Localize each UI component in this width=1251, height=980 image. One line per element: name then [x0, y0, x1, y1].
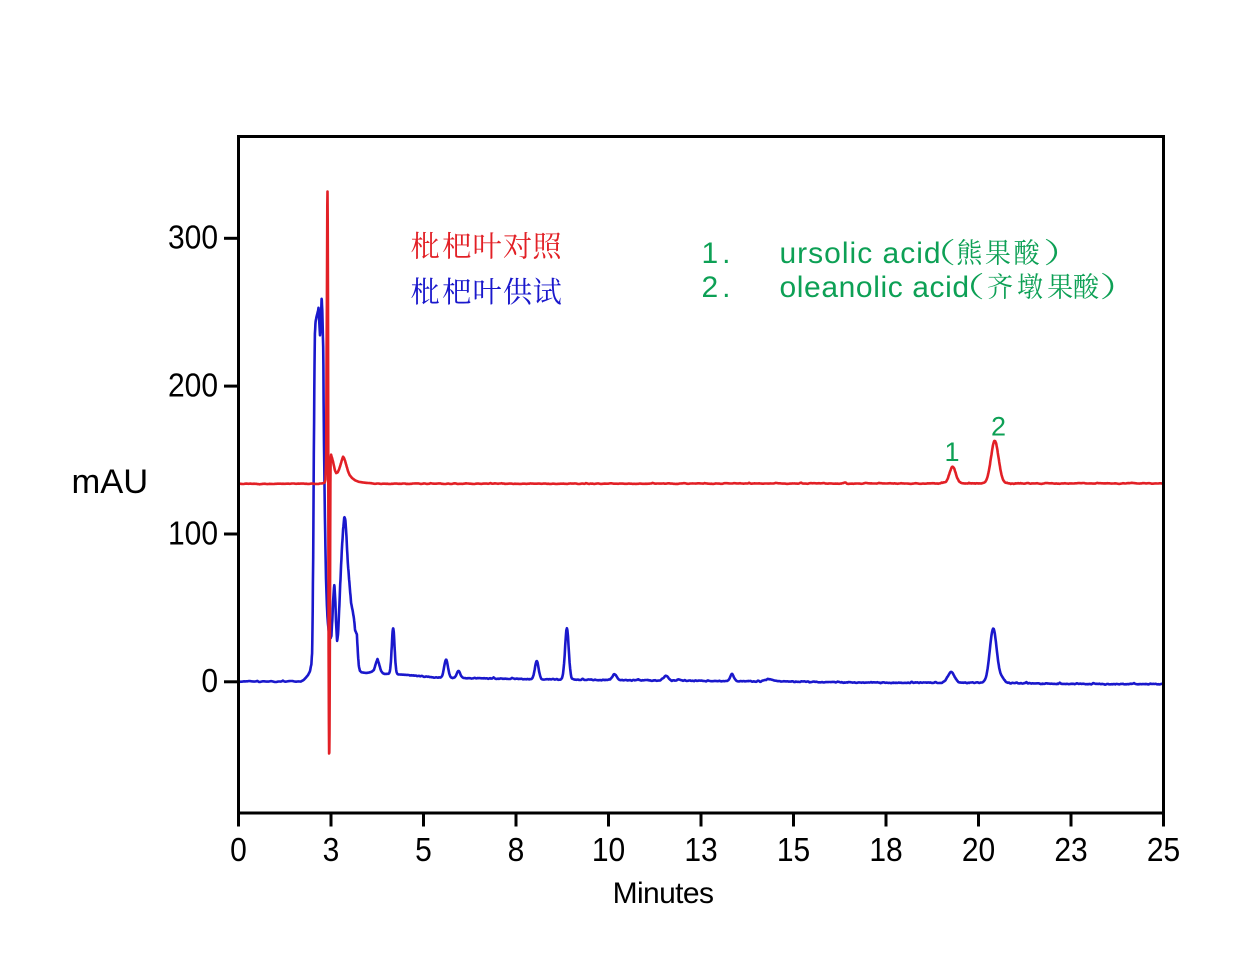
- svg-text:mAU: mAU: [72, 463, 149, 501]
- svg-text:23: 23: [1054, 831, 1087, 869]
- svg-text:300: 300: [168, 218, 218, 256]
- svg-text:2.: 2.: [702, 271, 735, 304]
- svg-text:200: 200: [168, 366, 218, 404]
- svg-text:Minutes: Minutes: [613, 877, 714, 910]
- svg-text:1.: 1.: [702, 237, 735, 270]
- svg-text:ursolic acid: ursolic acid: [780, 237, 942, 270]
- svg-text:25: 25: [1147, 831, 1180, 869]
- svg-text:15: 15: [777, 831, 810, 869]
- svg-text:18: 18: [869, 831, 902, 869]
- svg-text:1: 1: [944, 437, 959, 467]
- svg-text:0: 0: [230, 831, 247, 869]
- svg-text:0: 0: [201, 662, 218, 700]
- svg-text:20: 20: [962, 831, 995, 869]
- svg-text:100: 100: [168, 514, 218, 552]
- svg-text:2: 2: [991, 412, 1006, 442]
- svg-text:8: 8: [508, 831, 525, 869]
- svg-text:3: 3: [323, 831, 340, 869]
- svg-text:5: 5: [415, 831, 432, 869]
- svg-text:13: 13: [684, 831, 717, 869]
- svg-text:oleanolic acid: oleanolic acid: [780, 271, 970, 304]
- svg-text:10: 10: [592, 831, 625, 869]
